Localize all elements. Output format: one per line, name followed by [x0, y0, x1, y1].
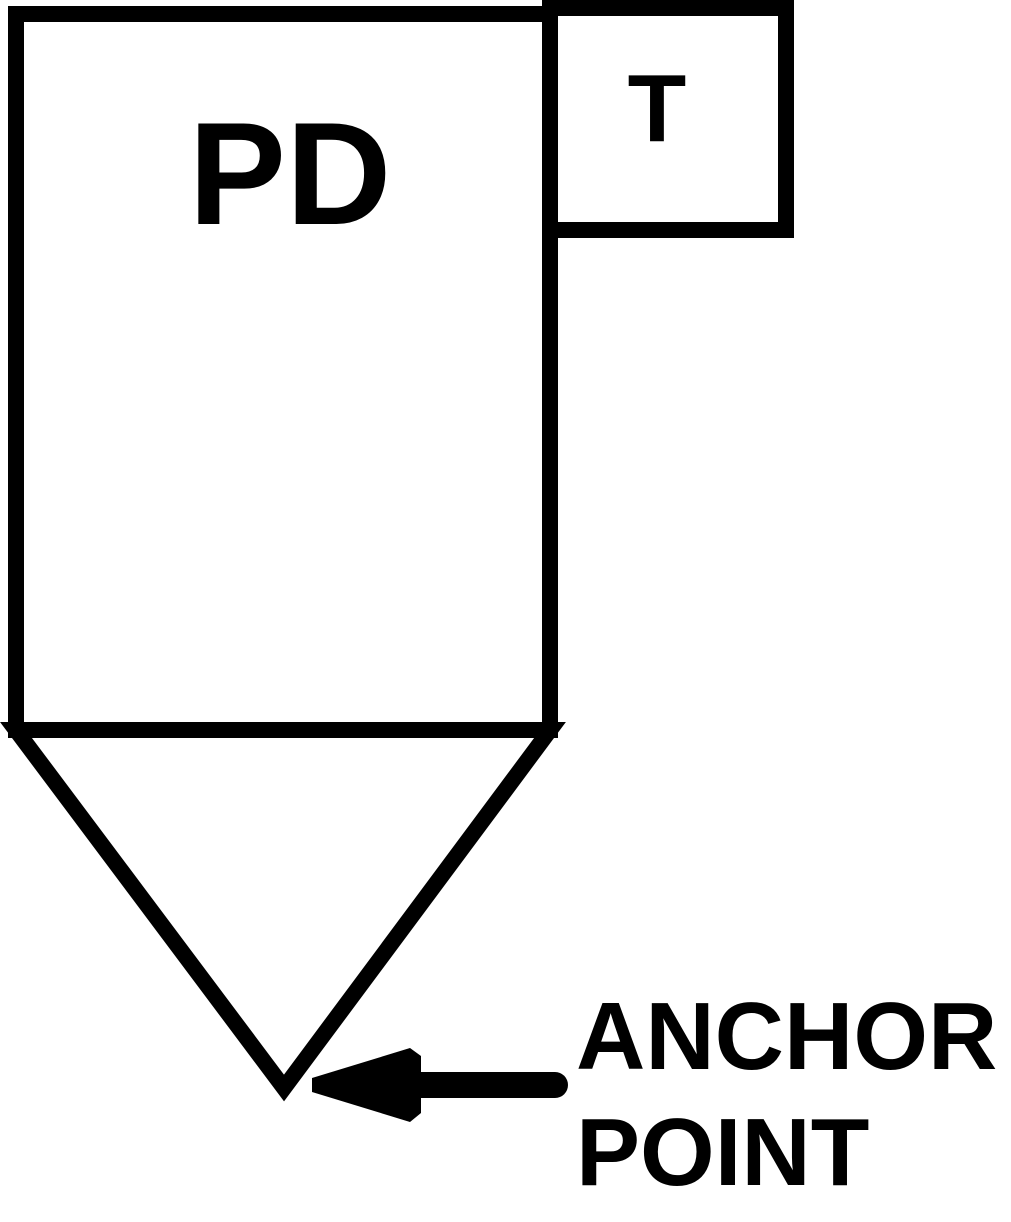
pointer-triangle: [0, 722, 566, 1102]
anchor-label-line1: ANCHOR: [576, 983, 997, 1090]
arrowhead: [312, 1048, 421, 1122]
t-label: T: [628, 55, 687, 162]
anchor-label-line2: POINT: [576, 1099, 869, 1206]
t-box: [542, 0, 794, 238]
arrow-left-icon: [312, 1048, 568, 1122]
pd-label: PD: [189, 92, 392, 255]
